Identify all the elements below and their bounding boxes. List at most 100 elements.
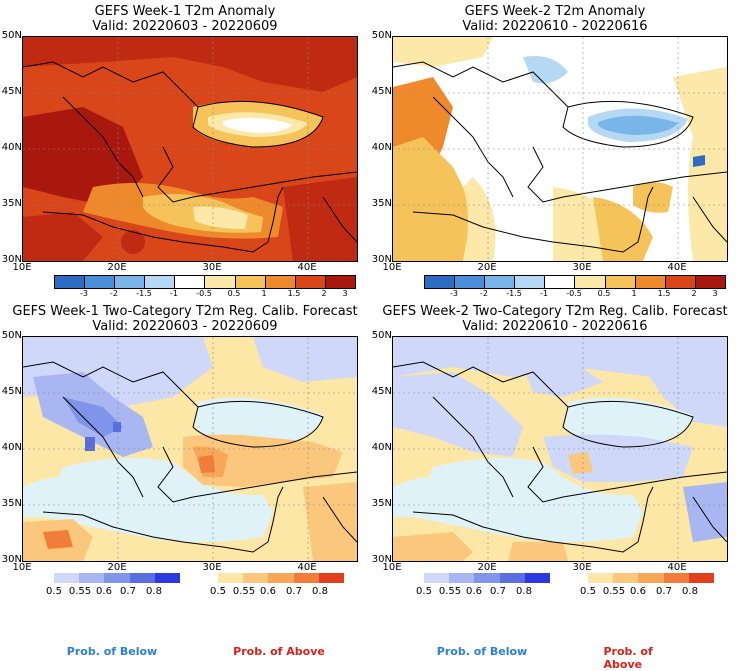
colorbar-swatch — [665, 276, 696, 288]
colorbar-swatch — [515, 276, 546, 288]
colorbar-tick: 0.5 — [597, 289, 611, 298]
above-tick: 0.6 — [260, 586, 276, 597]
lat-label: 50N — [1, 30, 22, 41]
colorbar-tick: 0.5 — [227, 289, 241, 298]
colorbar-swatch — [524, 573, 551, 583]
colorbar-swatch — [575, 276, 606, 288]
colorbar-swatch — [425, 276, 456, 288]
colorbar-swatch — [79, 573, 105, 583]
colorbar-tick: 1 — [631, 289, 637, 298]
colorbar-tick: 1.5 — [657, 289, 671, 298]
panel-title: GEFS Week-1 Two-Category T2m Reg. Calib.… — [12, 304, 358, 319]
panel-title: GEFS Week-1 T2m Anomaly — [94, 4, 276, 19]
lat-label: 30N — [1, 554, 22, 565]
anomaly-colorbar — [424, 275, 726, 289]
lon-label: 40E — [297, 562, 317, 573]
colorbar-swatch — [499, 573, 525, 583]
lat-label: 30N — [1, 254, 22, 265]
colorbar-swatch — [455, 276, 486, 288]
colorbar-tick: 3 — [342, 289, 348, 298]
colorbar-swatch — [295, 276, 326, 288]
lon-label: 10E — [12, 562, 32, 573]
colorbar-swatch — [318, 573, 345, 583]
below-colorbar — [54, 573, 181, 583]
colorbar-swatch — [635, 276, 666, 288]
probability-map-week1 — [22, 336, 358, 562]
below-tick: 0.6 — [96, 586, 112, 597]
panel-valid-dates: Valid: 20220603 - 20220609 — [92, 19, 278, 34]
below-tick: 0.8 — [516, 586, 532, 597]
colorbar-swatch — [325, 276, 355, 288]
lat-label: 45N — [1, 386, 22, 397]
colorbar-swatch — [205, 276, 236, 288]
below-tick: 0.5 — [416, 586, 432, 597]
footer-prob-above: Prob. of Above — [603, 645, 653, 671]
colorbar-swatch — [588, 573, 614, 583]
below-tick: 0.6 — [466, 586, 482, 597]
colorbar-swatch — [449, 573, 475, 583]
anomaly-map-week1 — [22, 36, 358, 262]
colorbar-swatch — [695, 276, 725, 288]
colorbar-tick: -2 — [480, 289, 488, 298]
footer-prob-below: Prob. of Below — [66, 645, 158, 658]
lat-label: 50N — [371, 30, 392, 41]
above-tick: 0.7 — [286, 586, 302, 597]
lon-label: 20E — [477, 262, 497, 273]
lon-label: 30E — [202, 562, 222, 573]
lon-label: 10E — [12, 262, 32, 273]
above-tick: 0.55 — [232, 586, 256, 597]
lat-label: 30N — [371, 254, 392, 265]
above-tick: 0.5 — [580, 586, 596, 597]
below-colorbar — [424, 573, 551, 583]
colorbar-swatch — [115, 276, 146, 288]
below-tick: 0.55 — [438, 586, 462, 597]
below-tick: 0.8 — [146, 586, 162, 597]
lat-label: 40N — [1, 142, 22, 153]
colorbar-swatch — [268, 573, 294, 583]
lat-label: 40N — [1, 442, 22, 453]
colorbar-tick: 1.5 — [287, 289, 301, 298]
below-tick: 0.7 — [120, 586, 136, 597]
colorbar-swatch — [688, 573, 715, 583]
panel-w1-probability: GEFS Week-1 Two-Category T2m Reg. Calib.… — [0, 300, 370, 600]
above-colorbar — [588, 573, 715, 583]
lat-label: 45N — [1, 86, 22, 97]
panel-valid-dates: Valid: 20220603 - 20220609 — [92, 319, 278, 334]
colorbar-tick: -0.5 — [566, 289, 582, 298]
colorbar-swatch — [605, 276, 636, 288]
colorbar-swatch — [485, 276, 516, 288]
panel-w2-anomaly: GEFS Week-2 T2m Anomaly Valid: 20220610 … — [370, 0, 740, 300]
colorbar-swatch — [85, 276, 116, 288]
colorbar-swatch — [235, 276, 266, 288]
colorbar-tick: 2 — [321, 289, 327, 298]
lat-label: 40N — [371, 442, 392, 453]
colorbar-tick: -3 — [80, 289, 88, 298]
colorbar-swatch — [663, 573, 689, 583]
below-tick: 0.7 — [490, 586, 506, 597]
lon-label: 20E — [477, 562, 497, 573]
colorbar-swatch — [638, 573, 664, 583]
lat-label: 30N — [371, 554, 392, 565]
panel-w1-anomaly: GEFS Week-1 T2m Anomaly Valid: 20220603 … — [0, 0, 370, 300]
above-tick: 0.7 — [656, 586, 672, 597]
lon-label: 10E — [382, 262, 402, 273]
footer-prob-below: Prob. of Below — [436, 645, 528, 658]
lat-label: 35N — [371, 198, 392, 209]
colorbar-tick: -1 — [540, 289, 548, 298]
anomaly-colorbar — [54, 275, 356, 289]
colorbar-tick: -1.5 — [136, 289, 152, 298]
below-tick: 0.5 — [46, 586, 62, 597]
colorbar-tick: -3 — [450, 289, 458, 298]
lon-label: 40E — [667, 262, 687, 273]
lon-label: 10E — [382, 562, 402, 573]
lon-label: 30E — [202, 262, 222, 273]
lon-label: 20E — [107, 262, 127, 273]
above-tick: 0.55 — [602, 586, 626, 597]
above-colorbar — [218, 573, 345, 583]
colorbar-swatch — [145, 276, 176, 288]
colorbar-swatch — [243, 573, 269, 583]
colorbar-swatch — [175, 276, 206, 288]
lon-label: 30E — [572, 262, 592, 273]
panel-title: GEFS Week-2 T2m Anomaly — [464, 4, 646, 19]
lat-label: 50N — [371, 330, 392, 341]
